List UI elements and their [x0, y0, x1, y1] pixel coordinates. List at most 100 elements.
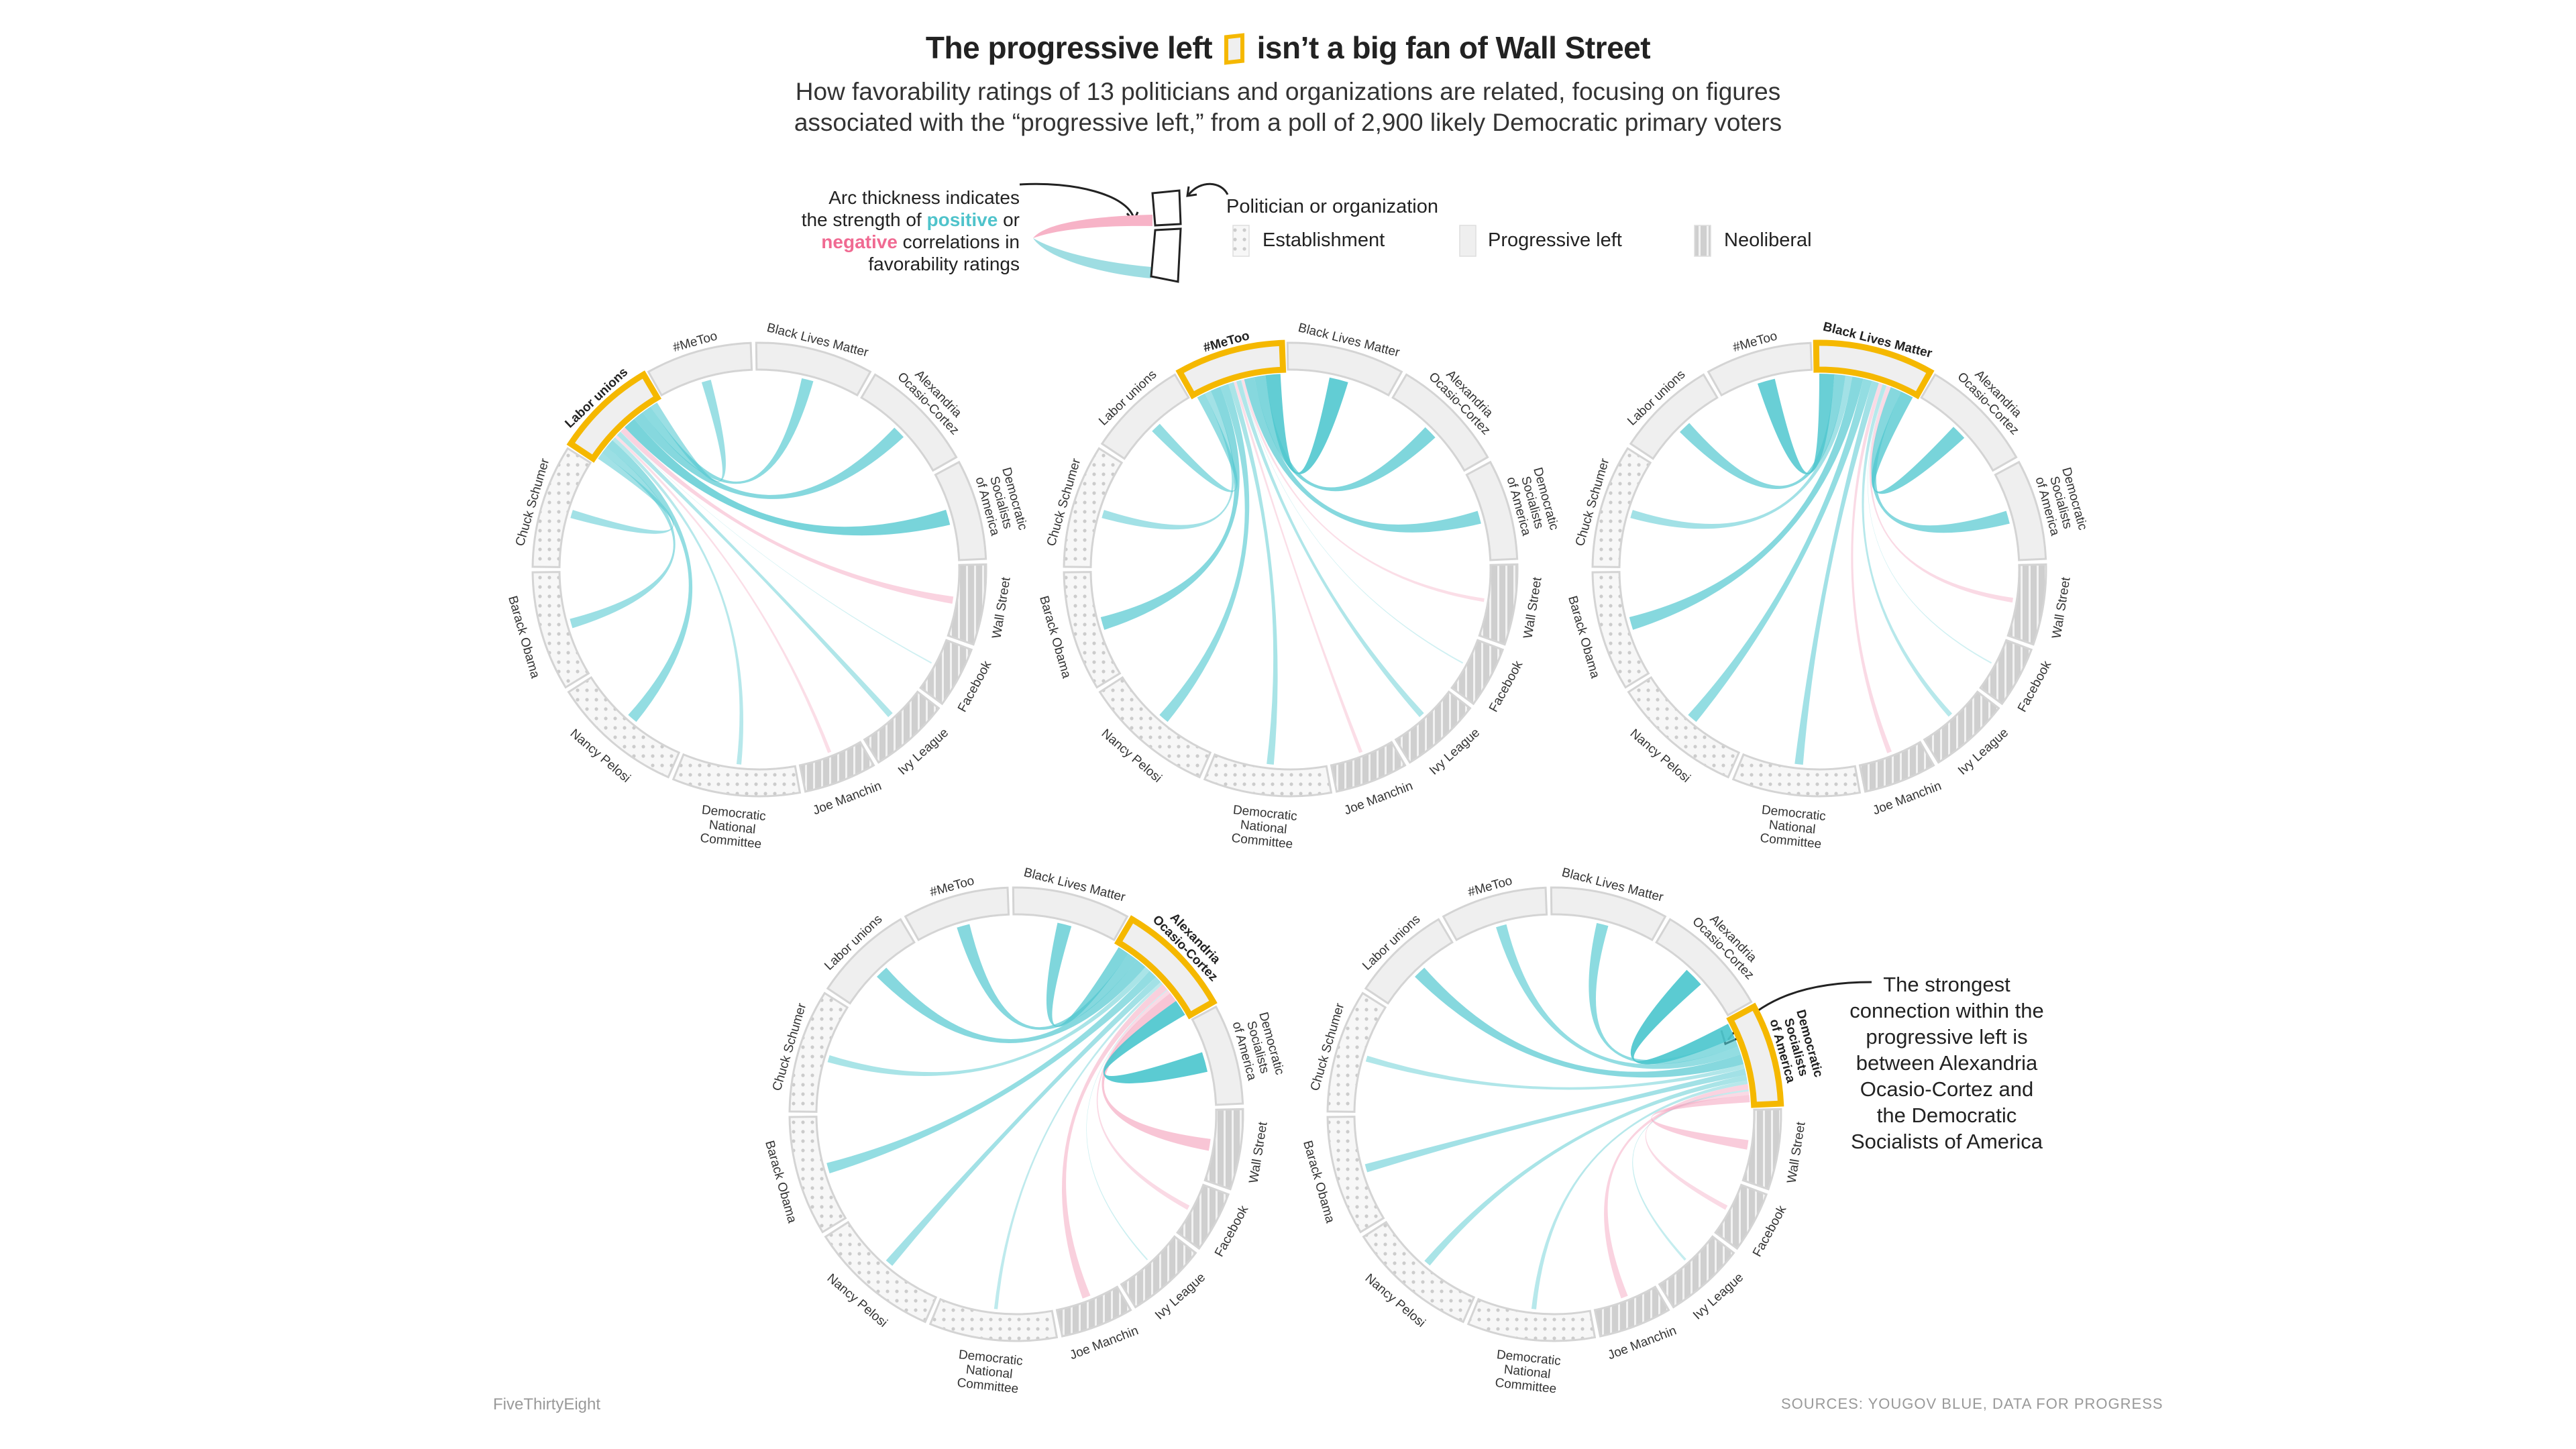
- segment-wall-street[interactable]: [1203, 1108, 1244, 1191]
- chord-democratic-socialists-of-america-to-barack-obama: [1364, 1068, 1747, 1173]
- segment-democratic-national-committee[interactable]: [1731, 753, 1862, 798]
- segment-ivy-league[interactable]: [1923, 690, 2000, 764]
- subtitle-line-2: associated with the “progressive left,” …: [794, 109, 1782, 136]
- legend-text: or: [998, 209, 1020, 230]
- chords: [1629, 374, 2013, 765]
- negative-label: negative: [821, 231, 898, 252]
- segment-ivy-league[interactable]: [1658, 1235, 1735, 1309]
- focus-highlight-democratic-socialists-of-america: [1726, 1002, 1784, 1108]
- legend-text: the strength of: [801, 209, 927, 230]
- chord-black-lives-matter-to-democratic-national-committee: [1794, 380, 1879, 765]
- segment-ivy-league[interactable]: [1120, 1235, 1197, 1309]
- focus-highlight-labor-unions: [566, 370, 662, 463]
- legend-line-4: favorability ratings: [868, 254, 1020, 274]
- segment-facebook[interactable]: [1714, 1183, 1768, 1250]
- chord-black-lives-matter-to-labor-unions: [1679, 374, 1845, 490]
- segment-labor-unions[interactable]: [1364, 918, 1454, 1005]
- chord-metoo-to-nancy-pelosi: [1159, 384, 1250, 722]
- segment-chuck-schumer[interactable]: [1591, 447, 1652, 568]
- legend-establishment-label: Establishment: [1263, 229, 1385, 251]
- chord-labor-unions-to-chuck-schumer: [570, 453, 674, 534]
- subtitle-line-1: How favorability ratings of 13 politicia…: [795, 78, 1781, 105]
- segment-barack-obama[interactable]: [531, 571, 590, 689]
- chord-metoo-to-democratic-socialists-of-america: [1244, 377, 1481, 533]
- strongest-connection-annotation: The strongest connection within the prog…: [1849, 973, 2044, 1153]
- segment-democratic-socialists-of-america[interactable]: [1465, 460, 1519, 561]
- chord-democratic-socialists-of-america-to-metoo: [1496, 924, 1741, 1069]
- segment-facebook[interactable]: [1979, 639, 2033, 706]
- focus-highlight-alexandria-ocasio-cortez: [1114, 915, 1218, 1020]
- segment-democratic-national-committee[interactable]: [1466, 1297, 1597, 1342]
- segment-nancy-pelosi[interactable]: [567, 676, 681, 779]
- segment-chuck-schumer[interactable]: [1063, 447, 1124, 568]
- segment-alexandria-ocasio-cortez[interactable]: [1655, 918, 1753, 1017]
- segment-metoo[interactable]: [647, 341, 753, 397]
- segment-black-lives-matter[interactable]: [1012, 886, 1129, 942]
- segment-chuck-schumer[interactable]: [788, 991, 849, 1113]
- segment-metoo[interactable]: [1442, 886, 1548, 942]
- segment-democratic-socialists-of-america[interactable]: [934, 460, 987, 561]
- chords: [1364, 922, 1750, 1309]
- segment-joe-manchin[interactable]: [1593, 1285, 1670, 1338]
- segment-labor-unions[interactable]: [1629, 373, 1719, 460]
- segment-metoo[interactable]: [904, 886, 1010, 942]
- segment-labor-unions[interactable]: [1100, 373, 1190, 460]
- segment-alexandria-ocasio-cortez[interactable]: [1920, 373, 2018, 472]
- legend-graphic: [1019, 182, 1711, 283]
- segment-facebook[interactable]: [1450, 639, 1505, 706]
- chord-labor-unions-to-nancy-pelosi: [606, 440, 693, 722]
- segment-black-lives-matter[interactable]: [1550, 886, 1667, 942]
- neoliberal-swatch-icon: [1694, 225, 1711, 257]
- segment-nancy-pelosi[interactable]: [824, 1220, 938, 1324]
- segment-barack-obama[interactable]: [788, 1116, 847, 1234]
- segment-democratic-socialists-of-america[interactable]: [1994, 460, 2047, 561]
- legend-neoliberal-label: Neoliberal: [1724, 229, 1812, 251]
- segment-joe-manchin[interactable]: [798, 741, 875, 793]
- segment-nancy-pelosi[interactable]: [1098, 676, 1212, 779]
- segment-democratic-national-committee[interactable]: [1203, 753, 1333, 798]
- segment-metoo[interactable]: [1707, 341, 1813, 397]
- chord-metoo-to-black-lives-matter: [1265, 374, 1348, 474]
- segment-democratic-national-committee[interactable]: [928, 1297, 1059, 1342]
- segment-barack-obama[interactable]: [1591, 571, 1650, 689]
- segment-alexandria-ocasio-cortez[interactable]: [1391, 373, 1489, 472]
- chord-metoo-to-joe-manchin: [1233, 381, 1363, 753]
- segment-labor-unions[interactable]: [826, 918, 916, 1005]
- segment-democratic-national-committee[interactable]: [672, 753, 802, 798]
- segment-wall-street[interactable]: [947, 563, 987, 646]
- legend-segment-bottom-icon: [1150, 227, 1182, 283]
- title-part-2: isn’t a big fan of Wall Street: [1256, 30, 1651, 65]
- segment-wall-street[interactable]: [1741, 1108, 1782, 1191]
- segment-facebook[interactable]: [919, 639, 973, 706]
- chords: [1100, 374, 1485, 765]
- segment-alexandria-ocasio-cortez[interactable]: [860, 373, 958, 472]
- chord-democratic-socialists-of-america-to-alexandria-ocasio-cortez: [1630, 969, 1735, 1065]
- segment-ivy-league[interactable]: [863, 690, 941, 764]
- segment-wall-street[interactable]: [2006, 563, 2047, 646]
- segment-joe-manchin[interactable]: [1330, 741, 1407, 793]
- chord-alexandria-ocasio-cortez-to-labor-unions: [876, 960, 1146, 1043]
- segment-wall-street[interactable]: [1478, 563, 1519, 646]
- segment-barack-obama[interactable]: [1063, 571, 1122, 689]
- segment-nancy-pelosi[interactable]: [1362, 1220, 1476, 1324]
- chord-democratic-socialists-of-america-to-chuck-schumer: [1365, 1055, 1745, 1090]
- segment-black-lives-matter[interactable]: [755, 341, 872, 397]
- segment-joe-manchin[interactable]: [1055, 1285, 1132, 1338]
- segment-chuck-schumer[interactable]: [531, 447, 592, 568]
- segment-ivy-league[interactable]: [1394, 690, 1472, 764]
- chord-metoo-to-democratic-national-committee: [1228, 382, 1278, 765]
- segment-label-wall-street: Wall Street: [1521, 576, 1544, 639]
- segment-joe-manchin[interactable]: [1858, 741, 1935, 793]
- segment-black-lives-matter[interactable]: [1286, 341, 1403, 397]
- chord-democratic-socialists-of-america-to-joe-manchin: [1604, 1083, 1749, 1299]
- establishment-swatch-icon: [1232, 225, 1250, 257]
- segment-chuck-schumer[interactable]: [1326, 991, 1387, 1113]
- segment-democratic-socialists-of-america[interactable]: [1191, 1005, 1244, 1106]
- segment-facebook[interactable]: [1176, 1183, 1230, 1250]
- segment-barack-obama[interactable]: [1326, 1116, 1385, 1234]
- segment-nancy-pelosi[interactable]: [1627, 676, 1741, 779]
